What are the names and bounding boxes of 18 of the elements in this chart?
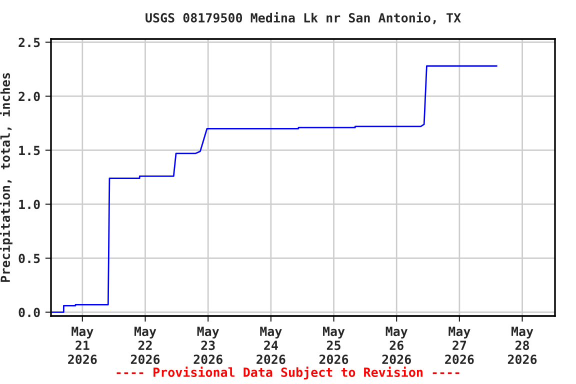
x-tick-label: May 28 2026: [508, 326, 537, 364]
x-tick-label: May 21 2026: [68, 326, 97, 364]
x-tick-label: May 24 2026: [256, 326, 286, 364]
x-tick-label: May 22 2026: [130, 326, 160, 364]
y-tick-label: 0.0: [18, 308, 40, 318]
y-tick-label: 1.5: [19, 146, 40, 156]
line-series: [51, 65, 498, 313]
y-tick-label: 2.0: [18, 92, 40, 102]
y-tick-label: 1.0: [19, 200, 40, 210]
y-tick-label: 0.5: [18, 254, 40, 264]
x-tick-label: May 25 2026: [319, 326, 348, 364]
x-tick-label: May 27 2026: [445, 326, 474, 364]
x-tick-label: May 26 2026: [382, 326, 411, 364]
chart-title: USGS 08179500 Medina Lk nr San Antonio, TX: [146, 12, 461, 24]
text: ---- Provisional Data Subject to Revision ----: [116, 366, 460, 380]
x-tick-label: May 23 2026: [194, 326, 222, 364]
y-axis-title: Precipitation, total, inches: [0, 73, 12, 282]
y-tick-label: 2.5: [18, 38, 40, 48]
